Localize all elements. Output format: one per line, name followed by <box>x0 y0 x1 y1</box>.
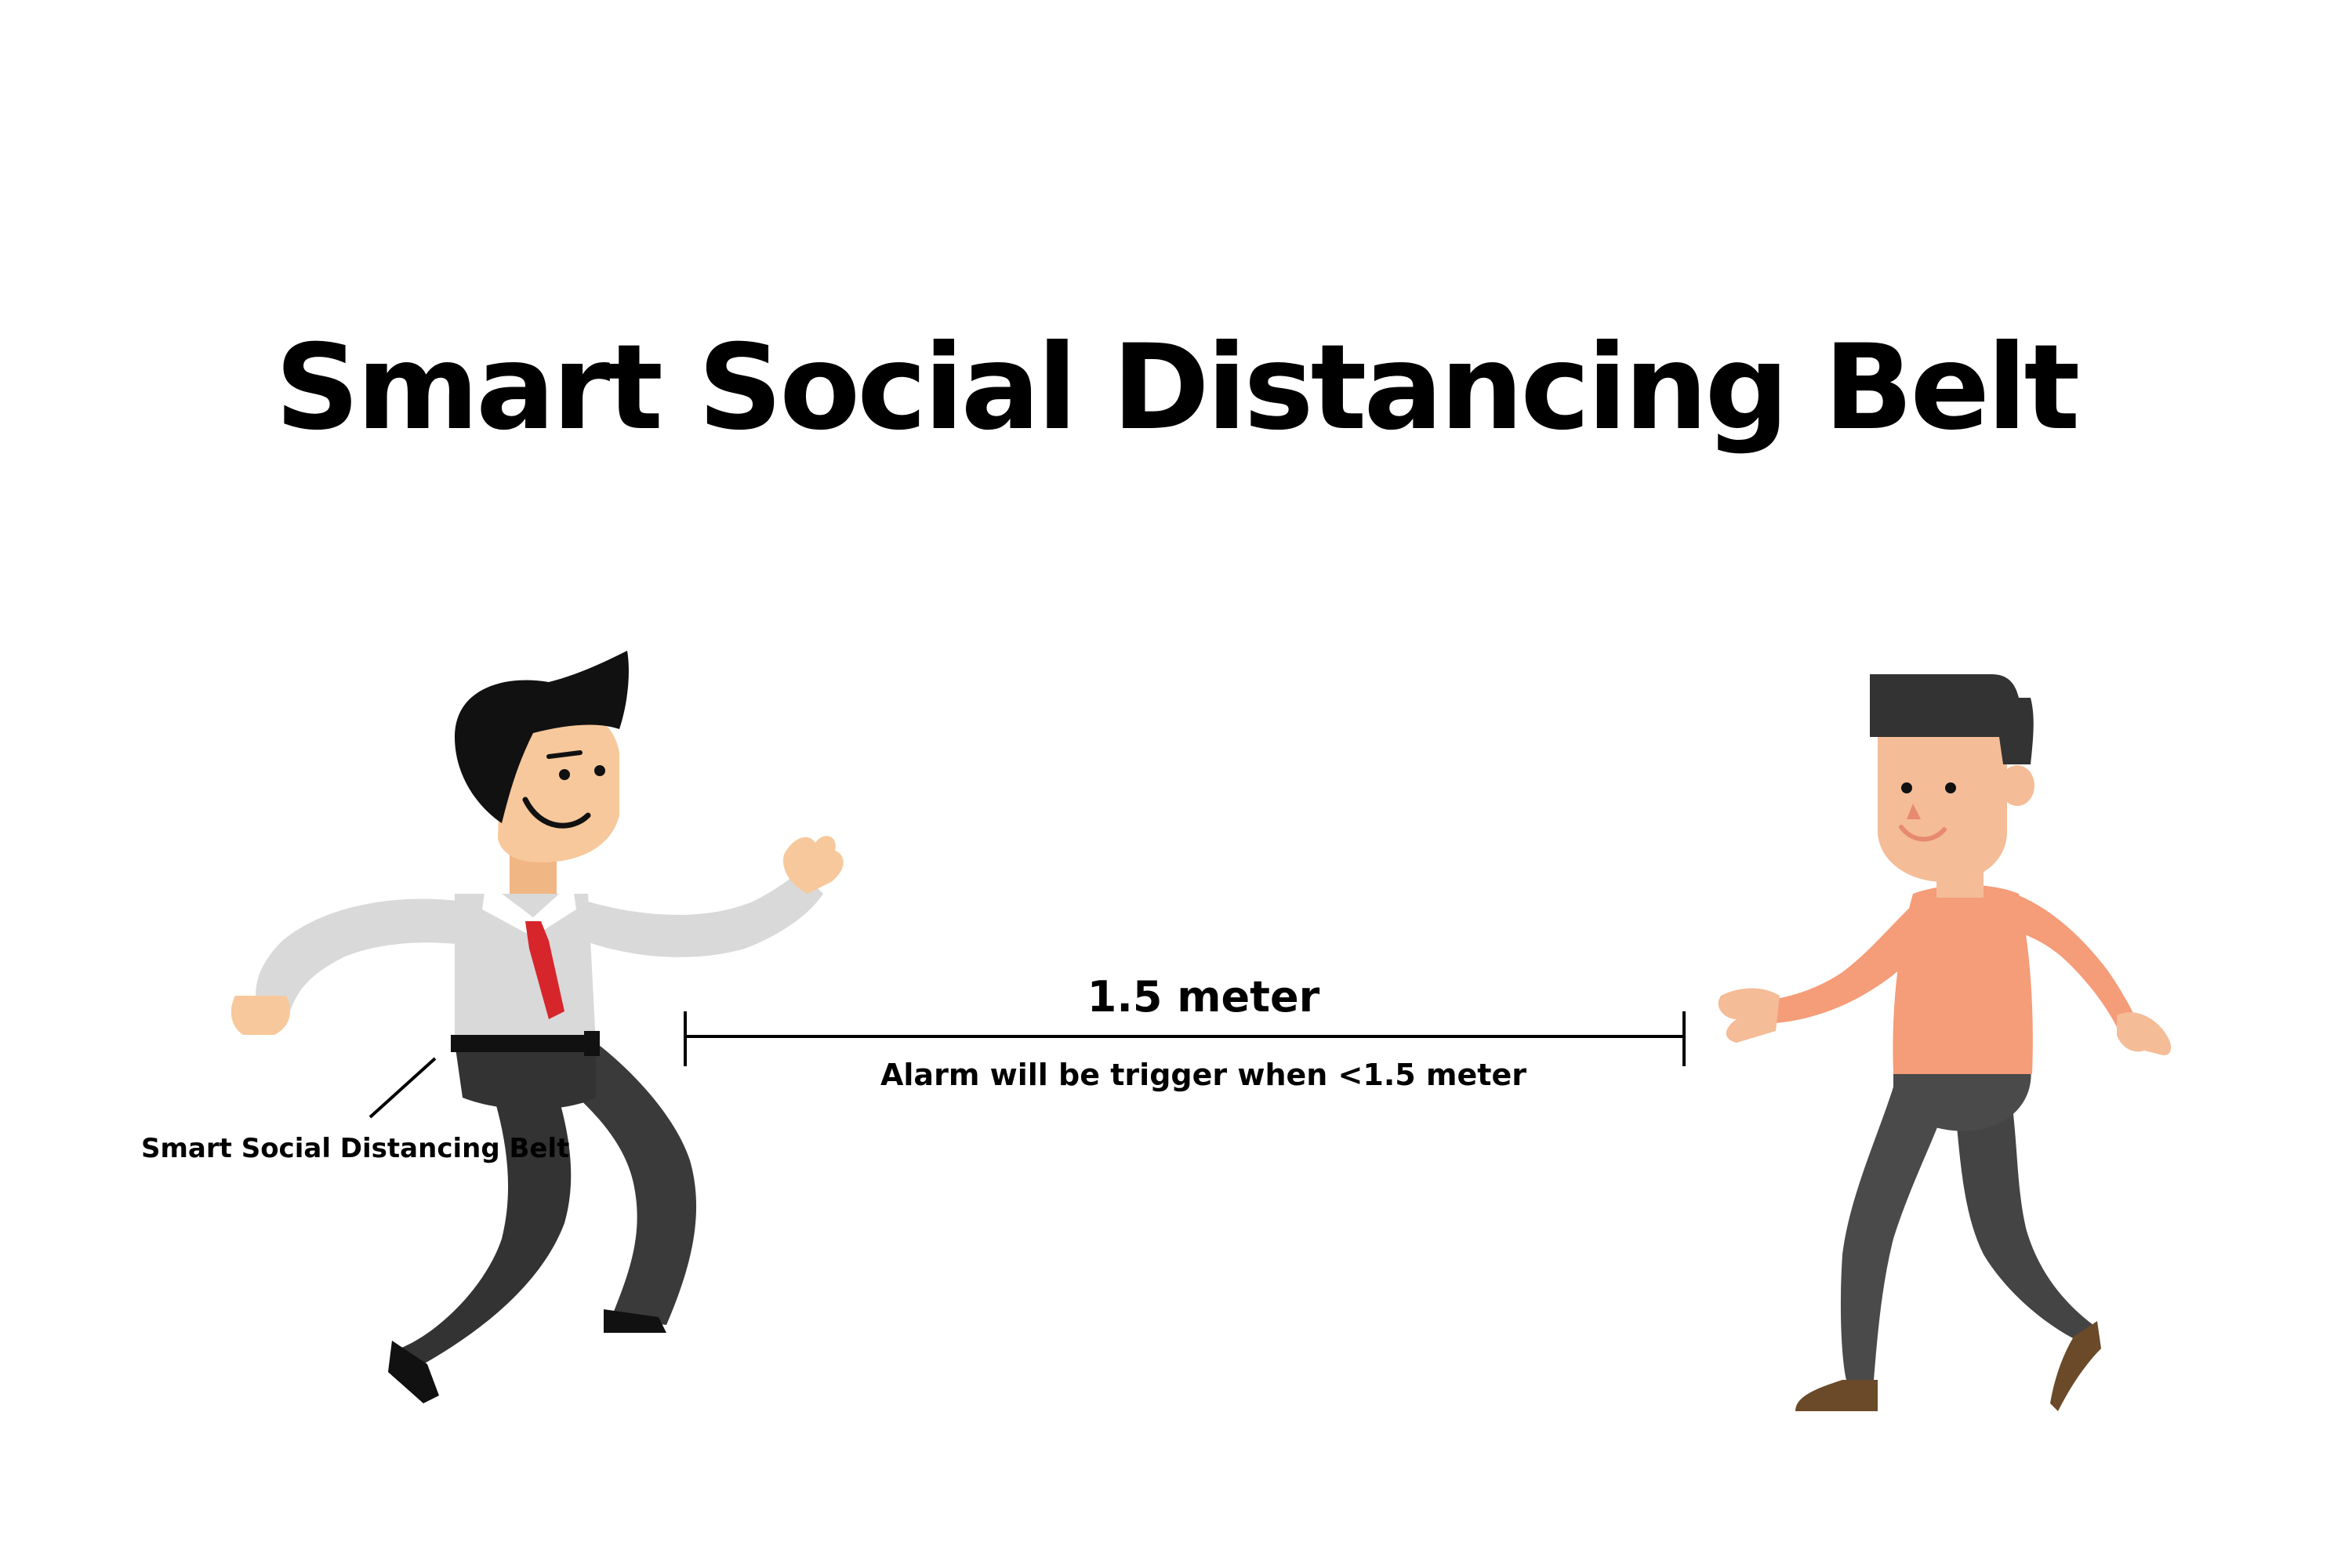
casual-man-left-shoe <box>1795 1380 1878 1411</box>
businessman-hair <box>455 651 629 823</box>
casual-man-front-leg <box>1952 1074 2093 1341</box>
businessman-front-arm <box>584 870 823 957</box>
distance-measure <box>684 1011 1686 1066</box>
businessman-collar <box>482 882 576 937</box>
businessman-back-leg <box>400 1051 572 1364</box>
casual-man-hair <box>1870 674 2034 764</box>
businessman-hips <box>455 1043 596 1109</box>
page-title: Smart Social Distancing Belt <box>274 320 2081 456</box>
businessman-eyebrow <box>546 750 583 759</box>
businessman-eye-left <box>559 769 570 780</box>
businessman-front-hand <box>783 836 844 894</box>
casual-man-head <box>1878 737 2007 882</box>
casual-man-eye-left <box>1901 782 1912 793</box>
businessman-eye-right <box>594 765 605 776</box>
casual-man-back-arm <box>2007 894 2136 1027</box>
alarm-note: Alarm will be trigger when <1.5 meter <box>880 1058 1526 1092</box>
casual-man-back-leg <box>1840 1074 1952 1380</box>
smart-belt <box>451 1035 600 1052</box>
casual-man-right-shoe <box>2050 1321 2101 1411</box>
businessman-right-shoe <box>604 1309 666 1333</box>
businessman-back-hand <box>230 996 290 1035</box>
businessman-front-leg <box>541 1043 697 1325</box>
casual-man-front-arm <box>1772 898 1940 1023</box>
businessman-back-arm <box>256 898 463 1011</box>
casual-man-smile <box>1899 825 1947 842</box>
belt-pointer-line <box>368 1057 437 1119</box>
belt-buckle <box>584 1031 600 1056</box>
businessman-smile <box>522 797 591 829</box>
tie-icon <box>525 921 564 1019</box>
casual-man-nose <box>1907 804 1921 819</box>
casual-man-eye-right <box>1945 782 1956 793</box>
casual-man-figure <box>1718 674 2172 1411</box>
casual-man-back-hand <box>2117 1012 2172 1055</box>
distance-label: 1.5 meter <box>1087 972 1320 1022</box>
belt-label: Smart Social Distancing Belt <box>141 1133 569 1164</box>
businessman-left-shoe <box>388 1341 439 1403</box>
casual-man-hips <box>1893 1066 2031 1131</box>
casual-man-ear <box>2000 765 2034 806</box>
businessman-figure <box>230 651 844 1403</box>
casual-man-front-hand <box>1718 988 1780 1043</box>
